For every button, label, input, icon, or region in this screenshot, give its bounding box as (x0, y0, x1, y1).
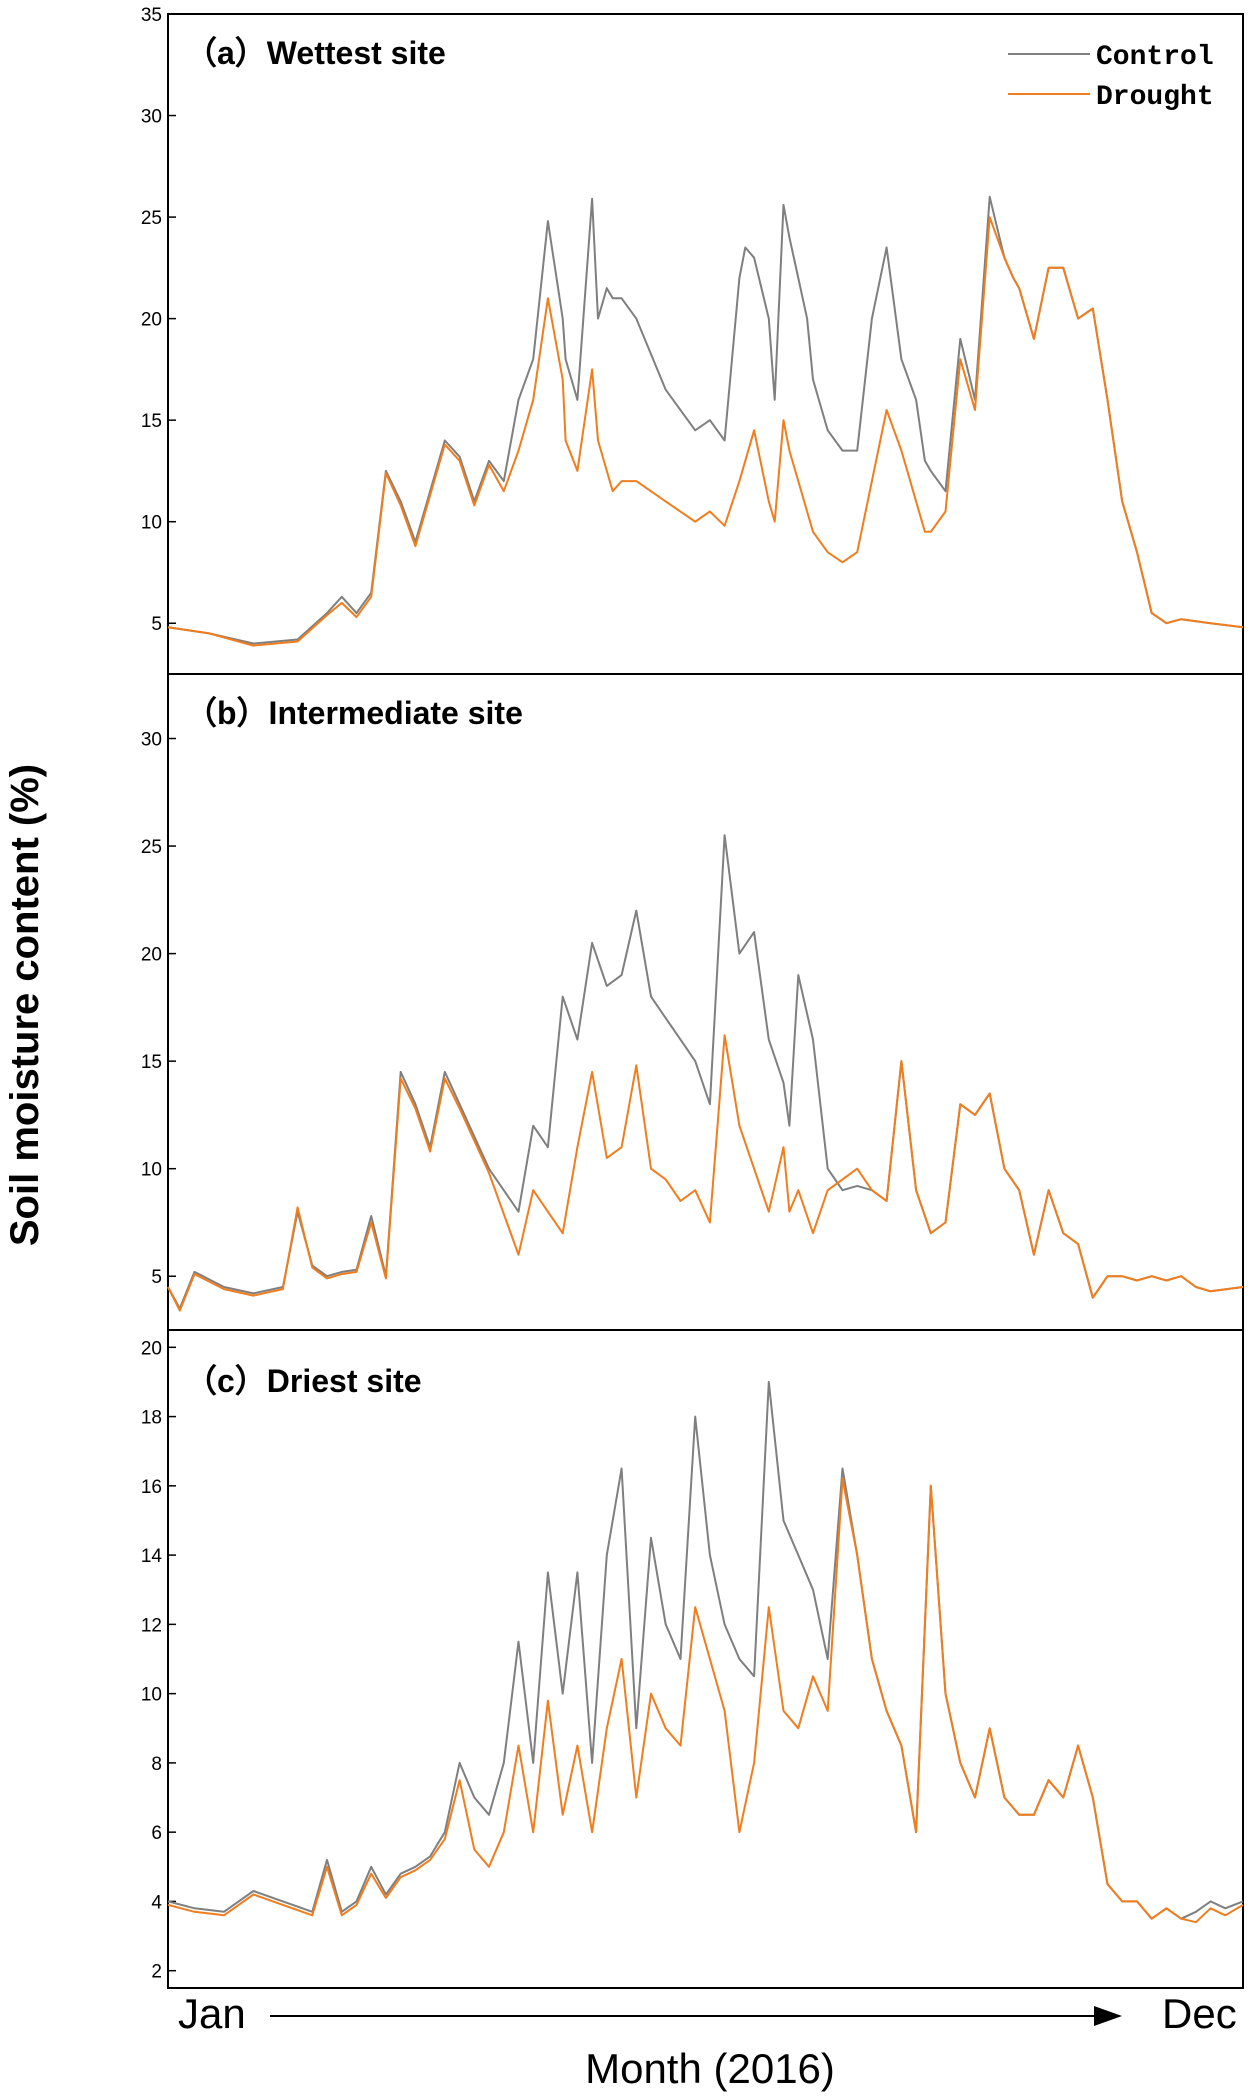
panel-c-frame (167, 1329, 1244, 1989)
panel-c-ytick-label: 2 (151, 1962, 162, 1983)
x-end-label: Dec (1162, 1990, 1237, 2037)
panel-c-title: （c）Driest site (185, 1363, 422, 1399)
panel-b-ytick-label: 20 (141, 945, 162, 966)
panel-a-ytick-label: 30 (141, 107, 162, 128)
panel-c-ytick-label: 14 (141, 1546, 163, 1567)
panel-a: （a）Wettest site 5 10 15 20 25 30 35 (141, 5, 1244, 675)
panel-a-ytick-label: 35 (141, 5, 162, 26)
panel-c-ytick-label: 20 (141, 1338, 162, 1359)
panel-b-series-drought (167, 1034, 1244, 1312)
legend-label-control: Control (1096, 42, 1214, 73)
panel-b-title: （b）Intermediate site (185, 695, 523, 731)
panel-c-ytick-label: 8 (151, 1754, 162, 1775)
panel-a-ytick-label: 25 (141, 208, 162, 229)
panel-a-series-drought (167, 216, 1244, 647)
panel-b-ytick-label: 15 (141, 1052, 162, 1073)
panel-b: （b）Intermediate site 5 10 15 20 25 30 (141, 673, 1244, 1331)
panel-a-title: （a）Wettest site (185, 35, 446, 71)
panel-c-ytick-label: 6 (151, 1823, 162, 1844)
legend: Control Drought (1008, 42, 1214, 113)
panel-a-ytick-label: 20 (141, 310, 162, 331)
panel-b-ytick-label: 25 (141, 837, 162, 858)
y-axis-label: Soil moisture content (%) (3, 764, 47, 1246)
panel-a-series-control (167, 195, 1244, 645)
panel-c-ytick-label: 12 (141, 1615, 162, 1636)
panel-c: （c）Driest site 2 4 6 8 10 12 14 16 18 20 (141, 1329, 1244, 1989)
panel-b-ytick-label: 30 (141, 730, 162, 751)
panel-b-frame (167, 673, 1244, 1331)
panel-a-ytick-label: 15 (141, 411, 162, 432)
panel-c-series-drought (167, 1477, 1244, 1924)
panel-a-ytick-label: 5 (151, 614, 162, 635)
panel-a-ytick-label: 10 (141, 513, 162, 534)
panel-b-ytick-label: 10 (141, 1160, 162, 1181)
panel-a-frame (167, 13, 1244, 675)
panel-c-ytick-label: 18 (141, 1408, 162, 1429)
panel-c-ytick-label: 16 (141, 1477, 162, 1498)
panel-c-ytick-label: 10 (141, 1685, 162, 1706)
x-start-label: Jan (178, 1990, 246, 2037)
panel-c-series-control (167, 1380, 1244, 1920)
legend-label-drought: Drought (1096, 82, 1214, 113)
panel-c-ytick-label: 4 (151, 1892, 162, 1913)
panel-b-series-control (167, 834, 1244, 1310)
panel-b-ytick-label: 5 (151, 1267, 162, 1288)
x-axis-label: Month (2016) (585, 2045, 835, 2092)
